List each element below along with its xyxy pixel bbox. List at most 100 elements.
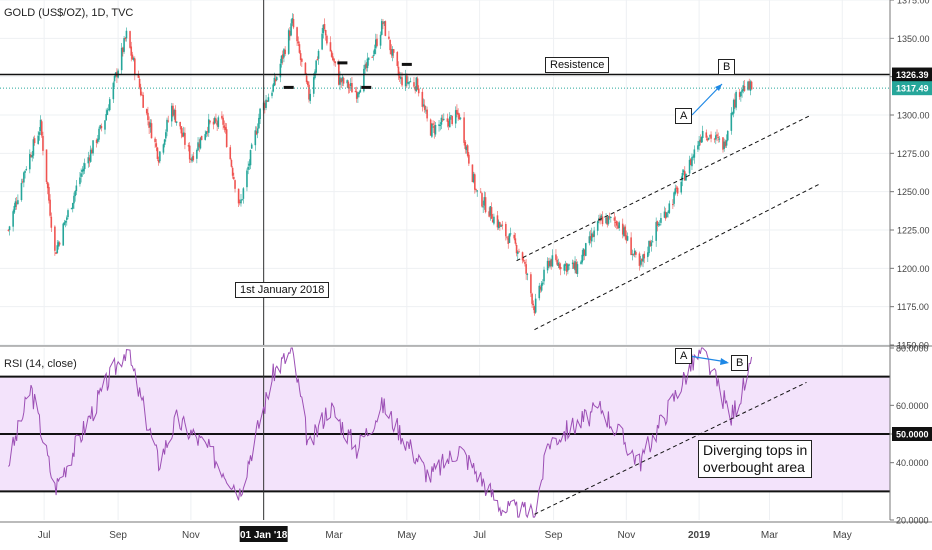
candle-body: [358, 92, 360, 95]
candle-body: [692, 156, 694, 158]
candle-body: [605, 217, 607, 224]
candle-body: [567, 264, 569, 271]
candle-body: [575, 262, 578, 274]
candle-body: [408, 82, 411, 84]
candle-body: [29, 154, 31, 170]
rsi-line: [8, 347, 753, 519]
candle-body: [651, 241, 654, 243]
candle-body: [20, 182, 23, 201]
candle-body: [557, 262, 560, 266]
x-tick-label: Nov: [182, 530, 200, 541]
candle-body: [33, 138, 36, 144]
candle-body: [134, 58, 136, 75]
candle-body: [167, 120, 170, 122]
candle-body: [516, 251, 519, 254]
candle-body: [299, 53, 302, 60]
candle-body: [658, 224, 661, 226]
candle-body: [346, 80, 348, 84]
candle-body: [58, 242, 61, 245]
resistance-label: Resistence: [545, 57, 610, 73]
candle-body: [483, 197, 486, 206]
candle-body: [681, 172, 684, 181]
candle-body: [580, 261, 582, 265]
candle-body: [215, 118, 217, 122]
candle-body: [275, 77, 278, 81]
candle-body: [534, 298, 537, 313]
candle-body: [693, 149, 696, 158]
candle-body: [131, 54, 134, 60]
point-b-rsi-label: B: [731, 355, 749, 371]
channel-upper: [516, 114, 812, 262]
candle-body: [267, 97, 270, 102]
candle-body: [247, 166, 249, 170]
candle-body: [196, 150, 198, 159]
candle-body: [738, 92, 741, 97]
candle-body: [491, 219, 494, 223]
candle-body: [123, 38, 125, 52]
candle-body: [493, 216, 495, 224]
candle-body: [154, 138, 156, 143]
candle-body: [187, 145, 190, 147]
candle-body: [380, 21, 383, 35]
candle-body: [564, 264, 567, 266]
candle-body: [722, 137, 724, 150]
candle-body: [138, 78, 141, 88]
price-tick-label: 1300.00: [897, 111, 930, 121]
candle-body: [672, 204, 674, 206]
rsi-tick-label: 20.0000: [896, 516, 929, 526]
candle-body: [550, 259, 552, 267]
candle-body: [414, 87, 416, 91]
candle-body: [88, 157, 91, 161]
candle-body: [87, 157, 90, 164]
rsi-extras: [534, 355, 807, 515]
candle-body: [471, 164, 474, 183]
candle-body: [363, 68, 365, 92]
candle-body: [284, 49, 286, 55]
candle-body: [188, 145, 191, 160]
candle-body: [273, 77, 276, 86]
candle-body: [717, 136, 720, 138]
candle-body: [740, 91, 742, 97]
candle-body: [347, 81, 350, 89]
candle-body: [674, 188, 677, 194]
candle-body: [666, 212, 668, 218]
candle-body: [81, 169, 84, 172]
candle-body: [707, 137, 710, 140]
candle-body: [64, 220, 67, 223]
candle-body: [341, 77, 344, 82]
candle-body: [333, 58, 335, 62]
price-tick-label: 1150.00: [897, 341, 929, 351]
candle-body: [38, 132, 41, 135]
candle-body: [748, 81, 751, 90]
candle-body: [598, 218, 600, 220]
candle-body: [710, 134, 712, 139]
candle-body: [221, 115, 223, 119]
candle-body: [207, 119, 210, 133]
rsi-tick-label: 60.0000: [896, 401, 929, 411]
candle-body: [31, 155, 34, 158]
candle-body: [150, 123, 153, 139]
candle-body: [162, 144, 165, 153]
candle-body: [132, 58, 135, 60]
top-marker: [337, 61, 348, 65]
candle-body: [7, 229, 10, 231]
candle-body: [216, 122, 218, 126]
candle-body: [663, 211, 666, 218]
point-a-rsi-label: A: [675, 348, 693, 364]
candle-body: [104, 120, 106, 130]
candle-body: [433, 125, 436, 133]
candle-body: [355, 91, 358, 99]
candle-body: [92, 140, 94, 154]
candle-body: [447, 120, 450, 127]
top-marker: [361, 85, 372, 89]
candle-body: [99, 125, 102, 129]
candle-body: [630, 237, 632, 256]
candle-body: [618, 222, 620, 229]
candle-body: [649, 241, 652, 247]
candle-body: [45, 149, 48, 182]
candle-body: [89, 149, 92, 162]
price-grid: [0, 0, 890, 346]
candle-body: [274, 78, 277, 82]
candle-body: [163, 139, 166, 145]
rsi-tick-label: 80.0000: [896, 344, 929, 354]
